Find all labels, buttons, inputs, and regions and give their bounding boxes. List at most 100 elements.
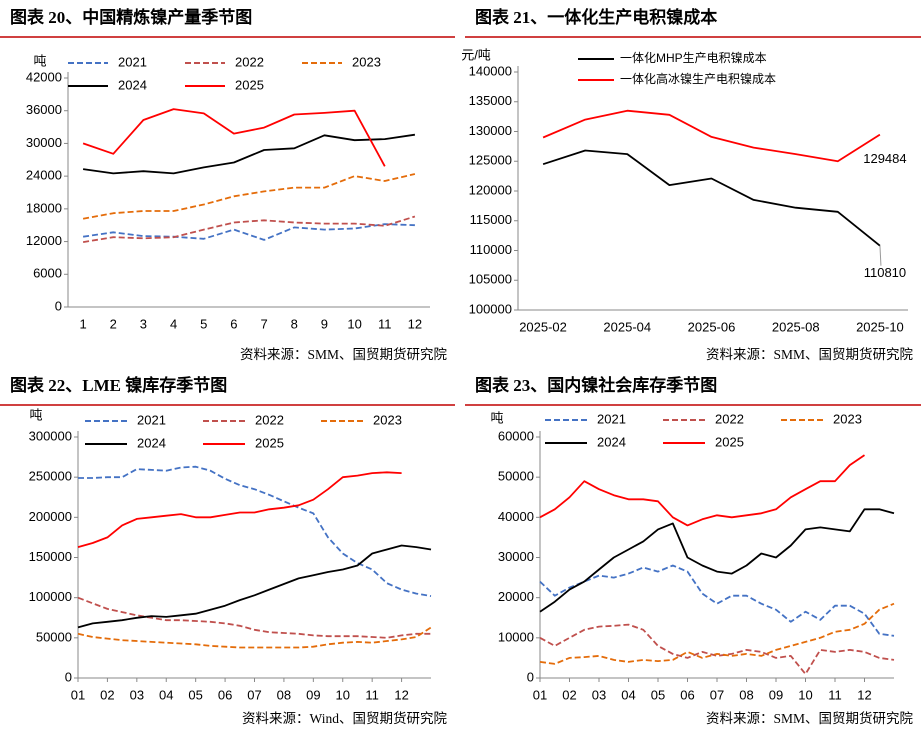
y-tick-label: 18000: [26, 200, 62, 215]
y-tick-label: 50000: [36, 629, 72, 644]
x-tick-label: 04: [159, 687, 173, 702]
y-tick-label: 100000: [29, 589, 72, 604]
y-tick-label: 50000: [498, 469, 534, 484]
series-line: [542, 109, 881, 163]
x-tick-label: 06: [218, 687, 232, 702]
y-tick-label: 20000: [498, 589, 534, 604]
legend-label: 2022: [255, 412, 284, 427]
y-tick-label: 30000: [26, 135, 62, 150]
y-tick-label: 200000: [29, 509, 72, 524]
x-tick-label: 05: [651, 687, 665, 702]
x-tick-label: 11: [378, 316, 392, 331]
x-tick-label: 12: [857, 687, 871, 702]
x-tick-label: 10: [347, 316, 361, 331]
y-tick-label: 125000: [469, 153, 512, 168]
series-line: [542, 149, 881, 247]
legend-label: 2023: [833, 411, 862, 426]
x-tick-label: 12: [394, 687, 408, 702]
legend-label: 2025: [715, 434, 744, 449]
x-tick-label: 2025-10: [856, 319, 904, 334]
source: 资料来源：SMM、国贸期货研究院: [706, 346, 914, 362]
chart-title: 图表 22、LME 镍库存季节图: [10, 375, 227, 395]
x-tick-label: 03: [592, 687, 606, 702]
legend-label: 2023: [373, 412, 402, 427]
y-tick-label: 140000: [469, 63, 512, 78]
data-label: 129484: [863, 151, 906, 166]
legend-label: 2023: [352, 54, 381, 69]
y-tick-label: 42000: [26, 69, 62, 84]
x-tick-label: 9: [321, 316, 328, 331]
series-line: [539, 454, 866, 527]
y-tick-label: 0: [65, 669, 72, 684]
y-tick-label: 40000: [498, 509, 534, 524]
series-line: [539, 602, 895, 665]
legend-label: 2025: [255, 435, 284, 450]
series-line: [77, 626, 432, 649]
y-tick-label: 105000: [469, 272, 512, 287]
x-tick-label: 3: [140, 316, 147, 331]
series-line: [82, 173, 416, 220]
legend-label: 一体化高冰镍生产电积镍成本: [620, 71, 776, 86]
y-axis-label: 吨: [33, 53, 46, 68]
x-tick-label: 4: [170, 316, 177, 331]
y-tick-label: 300000: [29, 428, 72, 443]
y-tick-label: 120000: [469, 182, 512, 197]
y-tick-label: 0: [527, 669, 534, 684]
y-tick-label: 0: [55, 298, 62, 313]
legend-label: 一体化MHP生产电积镍成本: [620, 51, 767, 65]
x-tick-label: 01: [533, 687, 547, 702]
legend-label: 2021: [137, 412, 166, 427]
label-leader: [879, 245, 882, 266]
y-tick-label: 30000: [498, 549, 534, 564]
x-tick-label: 8: [291, 316, 298, 331]
x-tick-label: 07: [247, 687, 261, 702]
series-line: [77, 596, 431, 639]
chart-title: 图表 23、国内镍社会库存季节图: [475, 375, 717, 395]
x-tick-label: 09: [306, 687, 320, 702]
x-tick-label: 03: [130, 687, 144, 702]
series-line: [82, 223, 415, 241]
y-tick-label: 250000: [29, 469, 72, 484]
y-axis-label: 吨: [490, 410, 503, 425]
source: 资料来源：SMM、国贸期货研究院: [706, 710, 914, 726]
x-tick-label: 6: [230, 316, 237, 331]
x-tick-label: 10: [798, 687, 812, 702]
chart-title: 图表 21、一体化生产电积镍成本: [475, 7, 717, 27]
x-tick-label: 10: [336, 687, 350, 702]
chart-title: 图表 20、中国精炼镍产量季节图: [10, 7, 252, 27]
series-line: [539, 508, 895, 613]
x-tick-label: 01: [71, 687, 85, 702]
source: 资料来源：SMM、国贸期货研究院: [240, 346, 448, 362]
x-tick-label: 09: [769, 687, 783, 702]
x-tick-label: 2025-04: [603, 319, 651, 334]
y-tick-label: 6000: [33, 266, 62, 281]
x-tick-label: 2: [110, 316, 117, 331]
x-tick-label: 07: [710, 687, 724, 702]
series-line: [82, 133, 416, 175]
source: 资料来源：Wind、国贸期货研究院: [242, 710, 447, 726]
legend-label: 2021: [118, 54, 147, 69]
y-tick-label: 60000: [498, 428, 534, 443]
series-line: [82, 215, 416, 243]
legend-label: 2024: [137, 435, 166, 450]
y-tick-label: 36000: [26, 102, 62, 117]
x-tick-label: 2025-08: [772, 319, 820, 334]
x-tick-label: 06: [680, 687, 694, 702]
y-tick-label: 12000: [26, 233, 62, 248]
series-line: [77, 544, 432, 629]
y-tick-label: 130000: [469, 123, 512, 138]
x-tick-label: 04: [621, 687, 635, 702]
series-line: [82, 108, 386, 167]
legend-label: 2025: [235, 77, 264, 92]
legend-label: 2021: [597, 411, 626, 426]
y-tick-label: 100000: [469, 301, 512, 316]
series-line: [77, 471, 402, 548]
legend-label: 2022: [235, 54, 264, 69]
y-tick-label: 24000: [26, 168, 62, 183]
x-tick-label: 08: [277, 687, 291, 702]
y-tick-label: 10000: [498, 629, 534, 644]
x-tick-label: 12: [408, 316, 422, 331]
y-tick-label: 115000: [470, 212, 512, 227]
x-tick-label: 5: [200, 316, 207, 331]
x-tick-label: 11: [365, 687, 379, 702]
